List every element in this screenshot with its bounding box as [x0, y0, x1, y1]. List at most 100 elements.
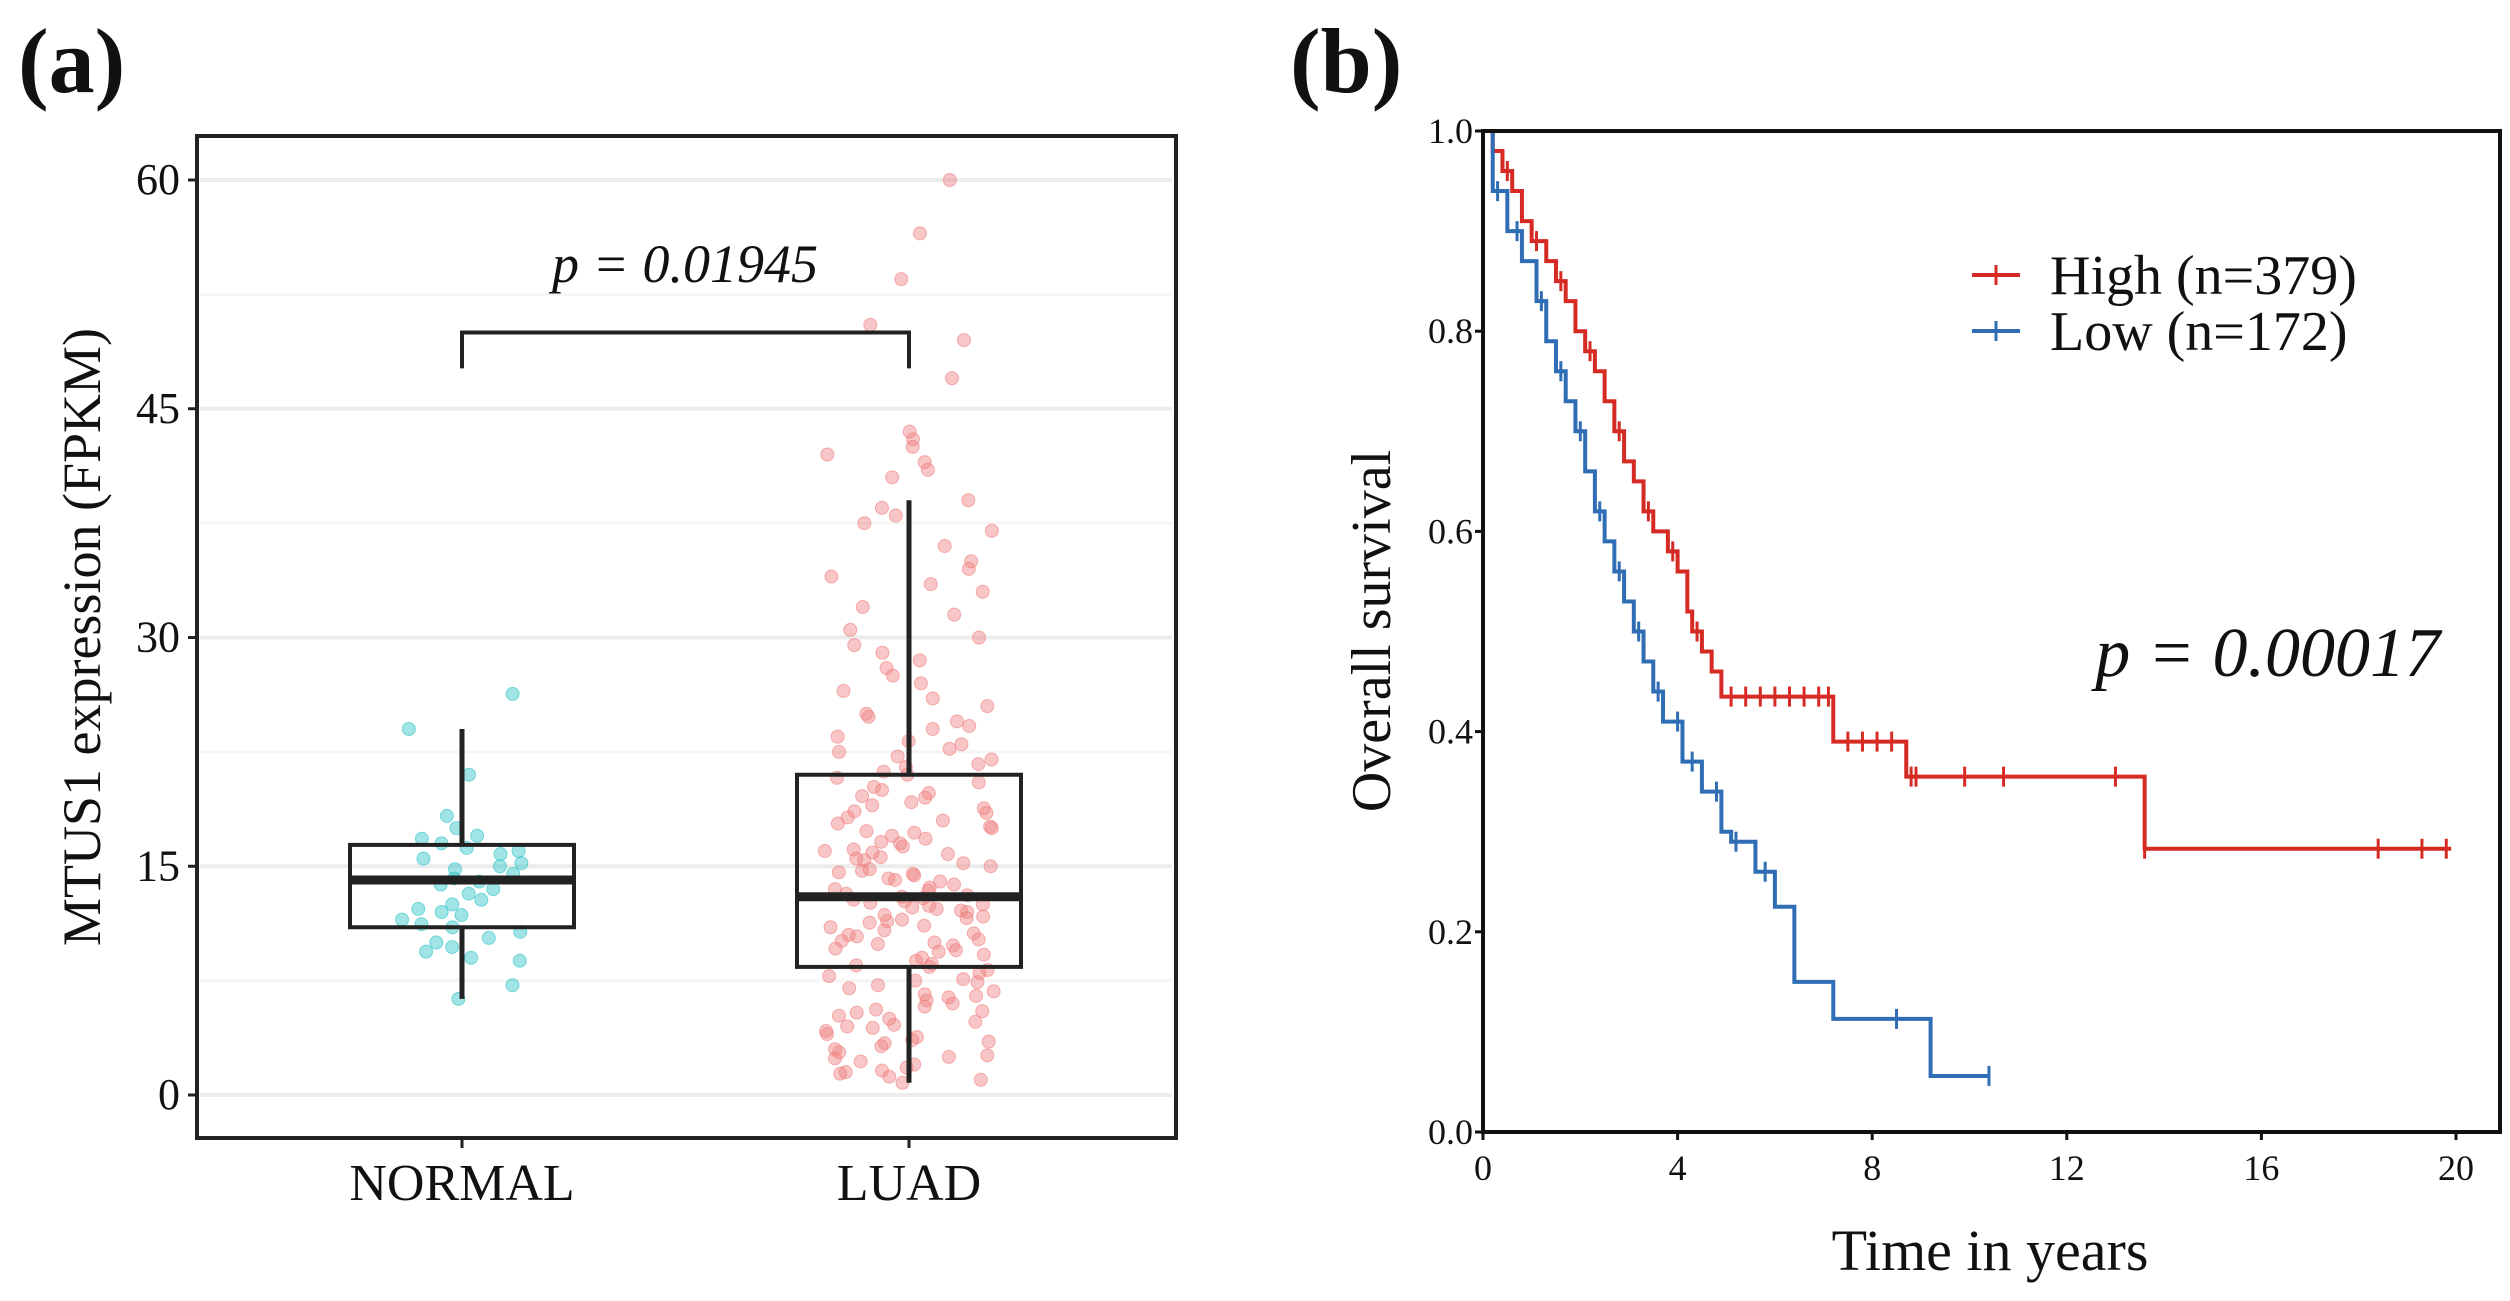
survival-curve-high [1483, 129, 2452, 851]
data-point-luad [917, 999, 932, 1014]
y-tick-label: 15 [136, 841, 180, 890]
y-tick-label: 0 [158, 1070, 180, 1119]
data-point-luad [849, 1005, 864, 1020]
data-point-luad [912, 226, 927, 241]
data-point-luad [877, 923, 892, 938]
x-tick-label: 16 [2243, 1148, 2279, 1188]
y-tick-label: 1.0 [1428, 111, 1473, 151]
data-point-luad [822, 969, 837, 984]
data-point-luad [968, 1014, 983, 1029]
panel-b: (b) 0.0 0.2 0.4 0.6 0.8 1.0 0 4 8 12 16 20 High (n… [1290, 10, 2502, 1283]
data-point-luad [929, 901, 944, 916]
legend-label-low: Low (n=172) [2050, 301, 2348, 363]
data-point-luad [912, 653, 927, 668]
data-point-luad [865, 798, 880, 813]
y-tick-label: 0.8 [1428, 311, 1473, 351]
data-point-luad [983, 859, 998, 874]
data-point-luad [836, 683, 851, 698]
data-point-luad [976, 947, 991, 962]
grid-a [200, 178, 1172, 1097]
data-point-luad [866, 779, 881, 794]
plot-frame-b [1481, 129, 2502, 1134]
y-tick-label: 0.0 [1428, 1112, 1473, 1152]
data-point-luad [905, 439, 920, 454]
data-point-luad [824, 569, 839, 584]
data-point-normal [461, 886, 476, 901]
data-point-normal [505, 686, 520, 701]
data-point-luad [949, 714, 964, 729]
data-point-luad [847, 804, 862, 819]
panel-label-a: (a) [18, 10, 125, 112]
y-tick-label: 60 [136, 155, 180, 204]
data-point-luad [894, 272, 909, 287]
data-point-normal [492, 859, 507, 874]
data-point-normal [464, 950, 479, 965]
data-point-luad [870, 937, 885, 952]
legend-label-high: High (n=379) [2050, 245, 2357, 307]
data-point-luad [831, 1008, 846, 1023]
data-point-luad [875, 645, 890, 660]
data-point-luad [849, 851, 864, 866]
data-point-luad [962, 718, 977, 733]
data-point-luad [984, 523, 999, 538]
data-point-luad [861, 709, 876, 724]
data-point-luad [846, 842, 861, 857]
survival-curves [1483, 129, 2452, 1086]
data-point-normal [416, 851, 431, 866]
data-point-luad [865, 1020, 880, 1035]
y-axis-title-a: MTUS1 expression (FPKM) [52, 328, 112, 946]
data-point-luad [880, 914, 895, 929]
data-point-luad [942, 173, 957, 187]
legend-b: High (n=379)Low (n=172) [1972, 245, 2357, 363]
data-point-normal [411, 901, 426, 916]
x-ticks-a: NORMAL LUAD [349, 1138, 981, 1212]
data-point-luad [894, 912, 909, 927]
data-point-luad [874, 1039, 889, 1054]
data-point-luad [954, 903, 969, 918]
data-point-luad [885, 470, 900, 485]
data-point-luad [971, 757, 986, 772]
data-point-luad [979, 805, 994, 820]
box-normal [348, 842, 576, 930]
data-point-luad [823, 920, 838, 935]
data-point-luad [956, 856, 971, 871]
data-point-normal [429, 935, 444, 950]
data-point-luad [975, 1004, 990, 1019]
data-point-luad [882, 1069, 897, 1084]
data-point-normal [512, 953, 527, 968]
data-point-luad [935, 813, 950, 828]
x-tick-label: 12 [2049, 1148, 2085, 1188]
data-point-luad [959, 911, 974, 926]
x-tick-label: 4 [1669, 1148, 1687, 1188]
data-point-luad [986, 984, 1001, 999]
data-point-luad [855, 863, 870, 878]
data-point-luad [913, 676, 928, 691]
data-point-luad [956, 333, 971, 348]
data-point-luad [920, 462, 935, 477]
data-point-normal [505, 978, 520, 993]
data-point-luad [975, 584, 990, 599]
data-point-normal [481, 930, 496, 945]
data-point-luad [865, 845, 880, 860]
y-tick-label: 30 [136, 613, 180, 662]
data-point-luad [830, 729, 845, 744]
data-point-luad [984, 752, 999, 767]
data-point-luad [886, 1017, 901, 1032]
data-point-luad [983, 819, 998, 834]
boxes-a [348, 500, 1023, 1083]
data-point-luad [980, 1048, 995, 1063]
y-ticks-a: 0 15 30 45 60 [136, 155, 197, 1119]
data-point-luad [980, 699, 995, 714]
data-point-luad [972, 630, 987, 645]
data-point-luad [843, 622, 858, 637]
x-tick-label: LUAD [837, 1155, 981, 1212]
data-point-luad [969, 988, 984, 1003]
data-point-luad [831, 865, 846, 880]
data-point-luad [828, 1051, 843, 1066]
data-point-normal [454, 908, 469, 923]
data-point-luad [855, 600, 870, 614]
data-point-luad [940, 847, 955, 862]
data-point-luad [888, 508, 903, 523]
data-point-luad [842, 981, 857, 996]
data-point-luad [944, 371, 959, 386]
